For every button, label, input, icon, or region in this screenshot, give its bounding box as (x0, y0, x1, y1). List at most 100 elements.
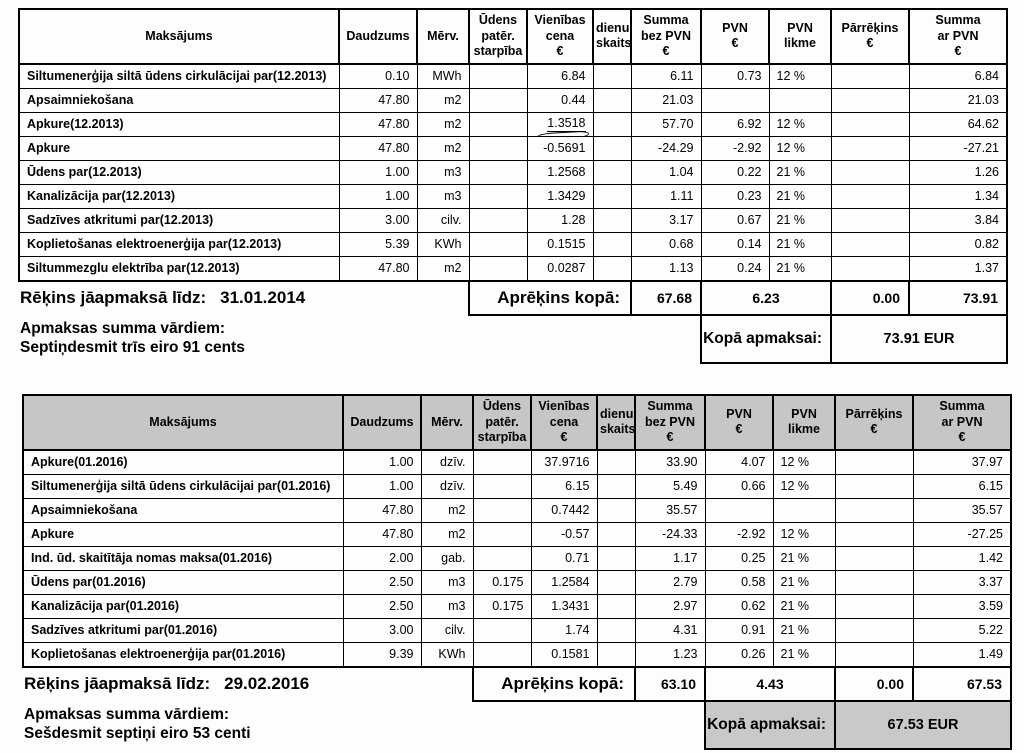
daudzums-cell: 3.00 (342, 617, 422, 643)
col-header-udens-pater-starpiba: Ūdens patēr. starpība (472, 394, 532, 451)
pvn-cell: 4.07 (704, 448, 774, 475)
calc-vat: 4.43 (704, 665, 836, 702)
merv-cell: gab. (420, 545, 474, 571)
pvn-cell: 0.62 (704, 593, 774, 619)
pvn-cell: 0.58 (704, 569, 774, 595)
parrekins-cell (834, 641, 914, 668)
parrekins-cell (834, 617, 914, 643)
merv-cell: dzīv. (420, 448, 474, 475)
pvn-likme-cell (768, 87, 832, 113)
summa-ar-pvn-cell: 3.59 (912, 593, 1012, 619)
pvn-likme-cell: 21 % (768, 183, 832, 209)
merv-cell: MWh (416, 62, 470, 89)
parrekins-cell (834, 593, 914, 619)
daudzums-cell: 1.00 (338, 159, 418, 185)
maksajums-cell: Siltumenerģija siltā ūdens cirkulācijai … (22, 473, 344, 499)
vienibas-cena-cell: 1.3429 (526, 183, 594, 209)
vienibas-cena-cell: 1.2584 (530, 569, 598, 595)
col-header-parrekins: Pārrēķins € (834, 394, 914, 451)
summa-bez-pvn-cell: 1.17 (634, 545, 706, 571)
summa-ar-pvn-cell: 6.84 (908, 62, 1008, 89)
calc-recalc: 0.00 (834, 665, 914, 702)
udens-pater-starpiba-cell (468, 87, 528, 113)
words-value: Sešdesmit septiņi eiro 53 centi (24, 724, 251, 742)
merv-cell: m2 (416, 255, 470, 282)
daudzums-cell: 3.00 (338, 207, 418, 233)
maksajums-cell: Siltummezglu elektrība par(12.2013) (18, 255, 340, 282)
table-row: Sadzīves atkritumi par(01.2016) 3.00 cilv.… (22, 617, 1012, 643)
summa-bez-pvn-cell: -24.33 (634, 521, 706, 547)
vienibas-cena-cell: 0.44 (526, 87, 594, 113)
summa-bez-pvn-cell: 33.90 (634, 448, 706, 475)
col-header-pvn-likme: PVN likme (768, 8, 832, 65)
maksajums-cell: Siltumenerģija siltā ūdens cirkulācijai … (18, 62, 340, 89)
udens-pater-starpiba-cell (468, 135, 528, 161)
daudzums-cell: 47.80 (338, 255, 418, 282)
pvn-cell: 0.25 (704, 545, 774, 571)
invoice-2016: Maksājums Daudzums Mērv. Ūdens patēr. st… (22, 394, 1012, 750)
due-label: Rēķins jāapmaksā līdz: (24, 674, 211, 694)
summa-ar-pvn-cell: 1.37 (908, 255, 1008, 282)
maksajums-cell: Apsaimniekošana (22, 497, 344, 523)
udens-pater-starpiba-cell (468, 207, 528, 233)
udens-pater-starpiba-cell (472, 617, 532, 643)
dienu-skaits-cell (592, 159, 632, 185)
total-row: Apmaksas summa vārdiem: Sešdesmit septiņ… (23, 699, 1012, 750)
summa-ar-pvn-cell: 21.03 (908, 87, 1008, 113)
parrekins-cell (830, 231, 910, 257)
summa-ar-pvn-cell: 64.62 (908, 111, 1008, 137)
pvn-cell: 0.73 (700, 62, 770, 89)
merv-cell: m3 (420, 569, 474, 595)
grand-total-label: Kopā apmaksai: (704, 699, 836, 750)
summa-bez-pvn-cell: 1.23 (634, 641, 706, 668)
pvn-likme-cell (772, 497, 836, 523)
daudzums-cell: 2.00 (342, 545, 422, 571)
summa-bez-pvn-cell: 2.97 (634, 593, 706, 619)
calc-total-label: Aprēķins kopā: (472, 665, 636, 702)
vienibas-cena-cell: 6.84 (526, 62, 594, 89)
table-row: Siltumenerģija siltā ūdens cirkulācijai … (22, 473, 1012, 499)
merv-cell: m3 (416, 159, 470, 185)
total-row: Apmaksas summa vārdiem: Septiņdesmit trī… (19, 313, 1008, 364)
dienu-skaits-cell (592, 111, 632, 137)
udens-pater-starpiba-cell (472, 448, 532, 475)
vienibas-cena-cell: -0.57 (530, 521, 598, 547)
table-header: Maksājums Daudzums Mērv. Ūdens patēr. st… (22, 394, 1012, 451)
calc-sum-no-vat: 63.10 (634, 665, 706, 702)
spacer (631, 315, 701, 363)
pvn-cell: 0.26 (704, 641, 774, 668)
merv-cell: cilv. (420, 617, 474, 643)
dienu-skaits-cell (596, 497, 636, 523)
dienu-skaits-cell (592, 255, 632, 282)
summa-ar-pvn-cell: 6.15 (912, 473, 1012, 499)
col-header-daudzums: Daudzums (338, 8, 418, 65)
dienu-skaits-cell (596, 569, 636, 595)
summa-bez-pvn-cell: 2.79 (634, 569, 706, 595)
col-header-pvn: PVN € (700, 8, 770, 65)
merv-cell: cilv. (416, 207, 470, 233)
parrekins-cell (830, 207, 910, 233)
udens-pater-starpiba-cell (472, 473, 532, 499)
col-header-merv: Mērv. (416, 8, 470, 65)
udens-pater-starpiba-cell (472, 497, 532, 523)
col-header-maksajums: Maksājums (18, 8, 340, 65)
udens-pater-starpiba-cell (468, 62, 528, 89)
pvn-likme-cell: 12 % (768, 135, 832, 161)
vienibas-cena-cell: 1.28 (526, 207, 594, 233)
summa-bez-pvn-cell: 21.03 (630, 87, 702, 113)
dienu-skaits-cell (596, 593, 636, 619)
summa-bez-pvn-cell: 3.17 (630, 207, 702, 233)
calc-sum-no-vat: 67.68 (630, 279, 702, 316)
amount-in-words: Apmaksas summa vārdiem: Septiņdesmit trī… (19, 315, 631, 363)
due-date: 31.01.2014 (220, 288, 306, 308)
daudzums-cell: 2.50 (342, 569, 422, 595)
pvn-likme-cell: 21 % (768, 207, 832, 233)
table-row: Koplietošanas elektroenerģija par(01.201… (22, 641, 1012, 668)
summa-bez-pvn-cell: 1.13 (630, 255, 702, 282)
parrekins-cell (830, 111, 910, 137)
summa-bez-pvn-cell: -24.29 (630, 135, 702, 161)
dienu-skaits-cell (596, 641, 636, 668)
pvn-likme-cell: 12 % (772, 448, 836, 475)
parrekins-cell (830, 62, 910, 89)
parrekins-cell (834, 448, 914, 475)
